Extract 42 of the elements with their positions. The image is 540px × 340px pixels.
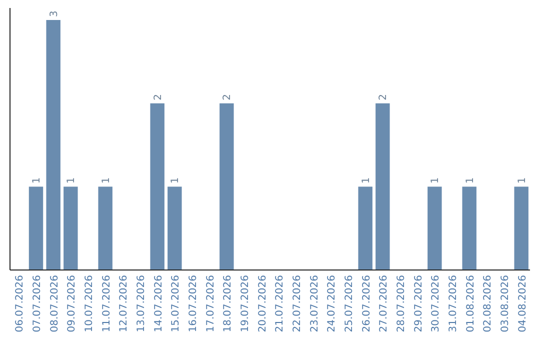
x-tick-label: 10.07.2026: [84, 275, 95, 332]
data-label: 1: [516, 177, 528, 184]
x-tick-label: 15.07.2026: [170, 275, 182, 332]
x-tick-label: 23.07.2026: [309, 275, 320, 332]
data-label: 1: [32, 177, 42, 184]
x-tick-label: 02.08.2026: [482, 275, 494, 332]
x-tick-label: 11.07.2026: [101, 275, 112, 332]
x-tick-label: 25.07.2026: [344, 275, 355, 332]
x-tick-label: 13.07.2026: [136, 275, 147, 332]
x-tick-label: 07.07.2026: [32, 275, 43, 332]
data-label: 1: [464, 177, 476, 184]
data-label: 1: [66, 177, 78, 184]
data-label: 3: [48, 10, 60, 17]
x-tick-label: 18.07.2026: [222, 275, 234, 332]
x-tick-label: 08.07.2026: [49, 275, 60, 332]
x-tick-label: 04.08.2026: [517, 275, 528, 332]
x-tick-label: 12.07.2026: [118, 275, 130, 332]
x-tick-label: 27.07.2026: [378, 275, 390, 332]
x-tick-label: 19.07.2026: [240, 275, 251, 332]
x-tick-label: 28.07.2026: [396, 275, 407, 332]
data-label: 1: [430, 177, 442, 184]
x-tick-label: 03.08.2026: [500, 275, 511, 332]
x-tick-label: 30.07.2026: [430, 275, 442, 332]
x-tick-label: 20.07.2026: [257, 275, 268, 332]
x-tick-label: 09.07.2026: [66, 275, 78, 332]
x-tick-label: 14.07.2026: [153, 275, 164, 332]
data-label: 1: [170, 177, 182, 184]
x-tick-label: 06.07.2026: [14, 275, 26, 332]
x-tick-label: 16.07.2026: [188, 275, 199, 332]
x-tick-label: 29.07.2026: [413, 275, 424, 332]
x-tick-label: 22.07.2026: [292, 275, 303, 332]
x-tick-label: 01.08.2026: [465, 275, 476, 332]
x-tick-label: 31.07.2026: [448, 275, 459, 332]
data-label: 1: [360, 177, 372, 184]
x-tick-label: 26.07.2026: [361, 275, 372, 332]
x-tick-label: 24.07.2026: [326, 275, 338, 332]
data-label: 2: [222, 94, 234, 100]
data-label: 2: [152, 94, 164, 100]
x-tick-label: 21.07.2026: [274, 275, 286, 332]
data-label: 2: [378, 94, 390, 100]
data-label: 1: [100, 177, 112, 184]
x-tick-label: 17.07.2026: [205, 275, 216, 332]
